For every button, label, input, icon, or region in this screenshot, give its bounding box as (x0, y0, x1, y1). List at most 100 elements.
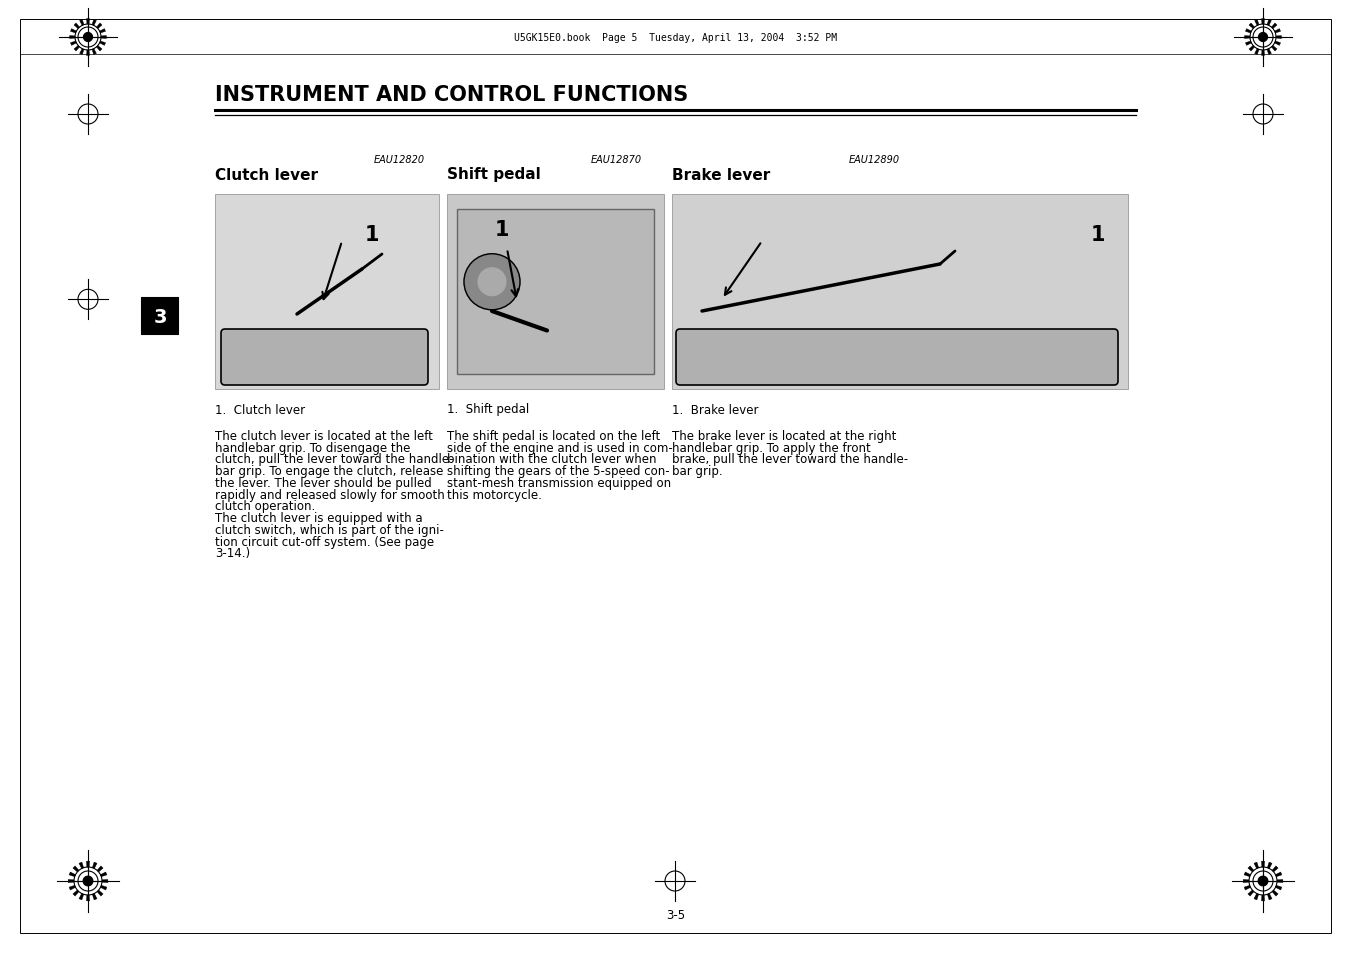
Polygon shape (73, 890, 78, 896)
Polygon shape (1254, 894, 1259, 900)
Polygon shape (1275, 872, 1282, 877)
Polygon shape (70, 42, 77, 47)
Text: 3-14.): 3-14.) (215, 547, 250, 559)
FancyBboxPatch shape (222, 330, 428, 386)
Text: The brake lever is located at the right: The brake lever is located at the right (671, 430, 896, 442)
Text: rapidly and released slowly for smooth: rapidly and released slowly for smooth (215, 488, 444, 501)
Text: clutch switch, which is part of the igni-: clutch switch, which is part of the igni… (215, 523, 444, 537)
Polygon shape (97, 890, 103, 896)
Polygon shape (78, 894, 84, 900)
Polygon shape (68, 880, 74, 882)
Polygon shape (1244, 872, 1251, 877)
Text: EAU12820: EAU12820 (374, 154, 426, 165)
Polygon shape (69, 872, 76, 877)
Text: 1.  Brake lever: 1. Brake lever (671, 403, 758, 416)
Bar (142, 299, 178, 335)
Text: bination with the clutch lever when: bination with the clutch lever when (447, 453, 657, 466)
Text: handlebar grip. To apply the front: handlebar grip. To apply the front (671, 441, 871, 455)
Polygon shape (97, 866, 103, 872)
Polygon shape (1267, 50, 1271, 55)
Polygon shape (1248, 866, 1254, 872)
Polygon shape (1243, 880, 1250, 882)
Polygon shape (1255, 20, 1259, 27)
Polygon shape (1275, 885, 1282, 890)
Text: 3-5: 3-5 (666, 908, 685, 922)
Polygon shape (96, 47, 103, 52)
Polygon shape (100, 30, 105, 34)
Text: handlebar grip. To disengage the: handlebar grip. To disengage the (215, 441, 411, 455)
Polygon shape (1262, 862, 1265, 867)
Polygon shape (1271, 47, 1277, 52)
Polygon shape (86, 51, 89, 56)
Text: this motorcycle.: this motorcycle. (447, 488, 542, 501)
Polygon shape (86, 862, 89, 867)
Polygon shape (101, 880, 108, 882)
Polygon shape (1246, 30, 1251, 34)
Circle shape (478, 269, 507, 296)
Text: 1: 1 (365, 225, 380, 245)
Text: The clutch lever is equipped with a: The clutch lever is equipped with a (215, 512, 423, 524)
Polygon shape (73, 866, 78, 872)
Text: EAU12890: EAU12890 (848, 154, 900, 165)
Text: Shift pedal: Shift pedal (447, 168, 540, 182)
Polygon shape (1244, 885, 1251, 890)
Polygon shape (100, 42, 105, 47)
Text: 3: 3 (153, 308, 166, 327)
Polygon shape (1267, 894, 1273, 900)
Polygon shape (1273, 866, 1278, 872)
Text: stant-mesh transmission equipped on: stant-mesh transmission equipped on (447, 476, 671, 490)
Polygon shape (1262, 20, 1265, 25)
Polygon shape (70, 30, 77, 34)
Text: tion circuit cut-off system. (See page: tion circuit cut-off system. (See page (215, 535, 434, 548)
Polygon shape (80, 20, 84, 27)
FancyBboxPatch shape (676, 330, 1119, 386)
Polygon shape (92, 894, 97, 900)
Polygon shape (92, 50, 96, 55)
Text: INSTRUMENT AND CONTROL FUNCTIONS: INSTRUMENT AND CONTROL FUNCTIONS (215, 85, 688, 105)
Circle shape (1258, 876, 1267, 886)
Polygon shape (86, 20, 89, 25)
Polygon shape (1267, 20, 1271, 27)
Text: clutch, pull the lever toward the handle-: clutch, pull the lever toward the handle… (215, 453, 454, 466)
Text: brake, pull the lever toward the handle-: brake, pull the lever toward the handle- (671, 453, 908, 466)
Polygon shape (1248, 47, 1255, 52)
Polygon shape (1262, 895, 1265, 901)
Polygon shape (1254, 862, 1259, 868)
Bar (671, 194, 1128, 390)
Text: 1: 1 (494, 220, 509, 240)
Text: 1.  Shift pedal: 1. Shift pedal (447, 403, 530, 416)
Polygon shape (101, 36, 107, 39)
Polygon shape (70, 36, 76, 39)
Polygon shape (1274, 30, 1281, 34)
Bar (457, 210, 654, 375)
Polygon shape (86, 895, 89, 901)
Polygon shape (1246, 42, 1251, 47)
Polygon shape (1277, 880, 1283, 882)
Text: EAU12870: EAU12870 (590, 154, 642, 165)
Polygon shape (78, 862, 84, 868)
Polygon shape (1255, 50, 1259, 55)
Text: side of the engine and is used in com-: side of the engine and is used in com- (447, 441, 673, 455)
Polygon shape (1267, 862, 1273, 868)
Circle shape (84, 876, 93, 886)
Circle shape (463, 254, 520, 311)
Polygon shape (96, 24, 103, 30)
Text: Clutch lever: Clutch lever (215, 168, 317, 182)
Text: shifting the gears of the 5-speed con-: shifting the gears of the 5-speed con- (447, 465, 670, 477)
Polygon shape (1248, 24, 1255, 30)
Polygon shape (1248, 890, 1254, 896)
Text: 1: 1 (1090, 225, 1105, 245)
Text: clutch operation.: clutch operation. (215, 500, 315, 513)
Polygon shape (80, 50, 84, 55)
Polygon shape (1273, 890, 1278, 896)
Text: U5GK15E0.book  Page 5  Tuesday, April 13, 2004  3:52 PM: U5GK15E0.book Page 5 Tuesday, April 13, … (513, 33, 838, 43)
Polygon shape (69, 885, 76, 890)
Text: 1.  Clutch lever: 1. Clutch lever (215, 403, 305, 416)
Text: Brake lever: Brake lever (671, 168, 770, 182)
Polygon shape (100, 885, 107, 890)
Polygon shape (92, 20, 96, 27)
Polygon shape (1271, 24, 1277, 30)
Circle shape (84, 33, 93, 43)
Polygon shape (74, 24, 80, 30)
Text: The clutch lever is located at the left: The clutch lever is located at the left (215, 430, 432, 442)
